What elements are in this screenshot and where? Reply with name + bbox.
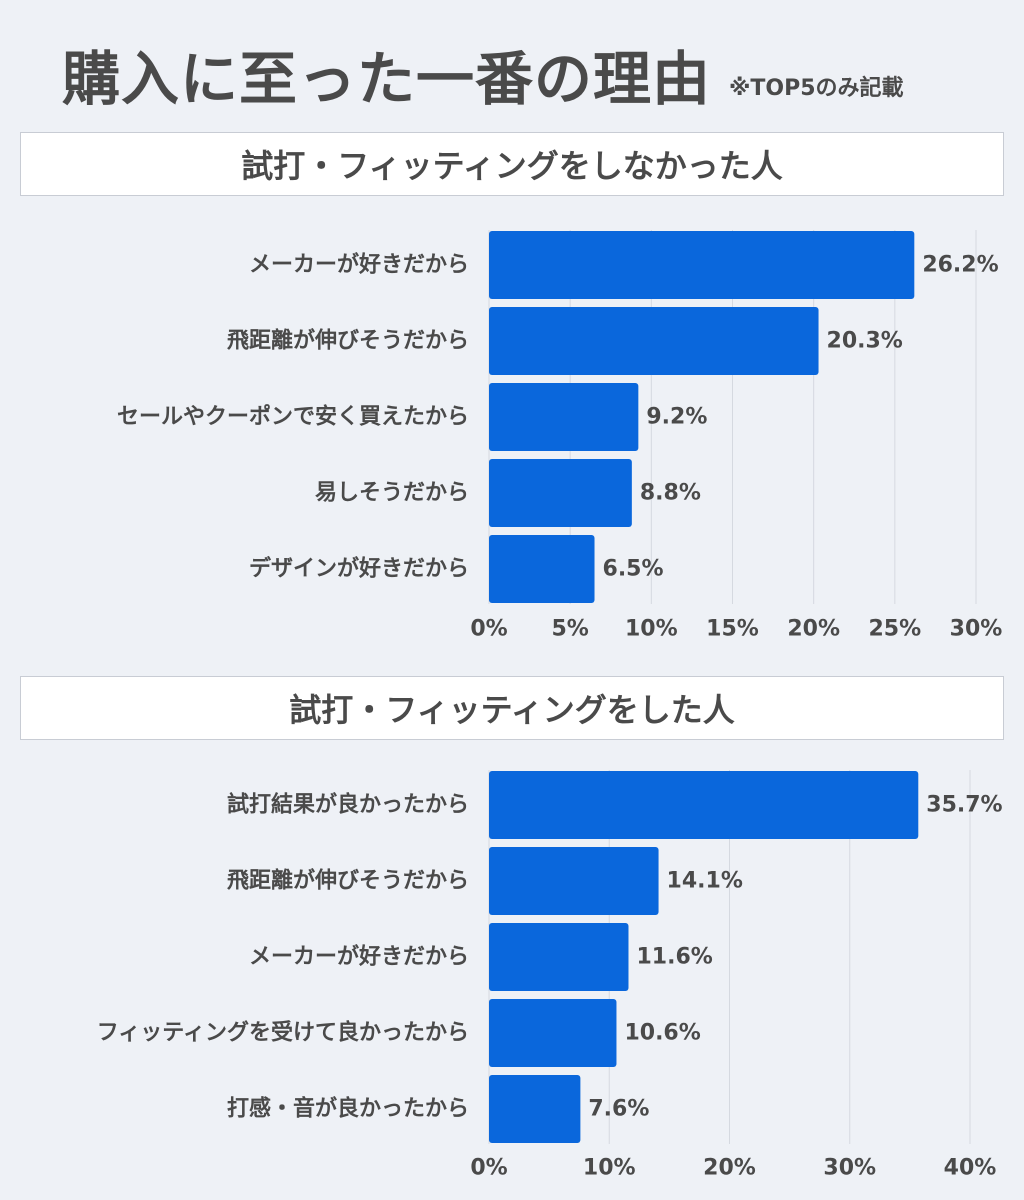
- tick-label: 5%: [551, 617, 588, 642]
- bar: [489, 307, 819, 375]
- bar: [489, 383, 639, 451]
- bar: [489, 535, 595, 603]
- tick-label: 10%: [625, 617, 678, 642]
- category-label: 易しそうだから: [315, 481, 469, 506]
- section-header-no-fitting: 試打・フィッティングをしなかった人: [20, 132, 1004, 196]
- tick-label: 25%: [868, 617, 921, 642]
- value-label: 6.5%: [603, 557, 664, 582]
- value-label: 8.8%: [640, 481, 701, 506]
- tick-label: 30%: [950, 617, 1003, 642]
- title-row: 購入に至った一番の理由 ※TOP5のみ記載: [62, 28, 904, 108]
- category-label: 試打結果が良かったから: [227, 792, 469, 818]
- tick-label: 0%: [470, 617, 507, 642]
- category-label: 打感・音が良かったから: [227, 1096, 469, 1122]
- value-label: 20.3%: [827, 329, 903, 354]
- tick-label: 15%: [706, 617, 759, 642]
- tick-label: 0%: [470, 1156, 507, 1181]
- bar: [489, 847, 659, 915]
- tick-label: 20%: [703, 1156, 756, 1181]
- category-label: デザインが好きだから: [249, 556, 469, 582]
- section-header-with-fitting: 試打・フィッティングをした人: [20, 676, 1004, 740]
- chart-no-fitting: メーカーが好きだから 26.2% 飛距離が伸びそうだから 20.3% セールやクーポンで…: [117, 230, 1003, 642]
- bar: [489, 459, 632, 527]
- bar: [489, 923, 629, 991]
- value-label: 26.2%: [922, 253, 998, 278]
- value-label: 9.2%: [646, 405, 707, 430]
- bar: [489, 999, 617, 1067]
- value-label: 14.1%: [667, 869, 743, 894]
- category-label: フィッティングを受けて良かったから: [97, 1020, 469, 1046]
- tick-label: 40%: [944, 1156, 997, 1181]
- bar: [489, 771, 919, 839]
- value-label: 7.6%: [588, 1097, 649, 1122]
- category-label: メーカーが好きだから: [249, 944, 469, 970]
- page-title: 購入に至った一番の理由: [62, 45, 712, 113]
- value-label: 11.6%: [636, 945, 712, 970]
- category-label: セールやクーポンで安く買えたから: [117, 404, 469, 430]
- chart-with-fitting: 試打結果が良かったから 35.7% 飛距離が伸びそうだから 14.1% メーカーが好きだ…: [97, 770, 1003, 1181]
- tick-label: 20%: [787, 617, 840, 642]
- category-label: 飛距離が伸びそうだから: [227, 868, 469, 894]
- category-label: メーカーが好きだから: [249, 252, 469, 278]
- value-label: 35.7%: [926, 793, 1002, 818]
- category-label: 飛距離が伸びそうだから: [227, 328, 469, 354]
- tick-label: 30%: [823, 1156, 876, 1181]
- bar: [489, 1075, 581, 1143]
- tick-label: 10%: [583, 1156, 636, 1181]
- bar: [489, 231, 915, 299]
- top5-note: ※TOP5のみ記載: [729, 76, 904, 101]
- value-label: 10.6%: [624, 1021, 700, 1046]
